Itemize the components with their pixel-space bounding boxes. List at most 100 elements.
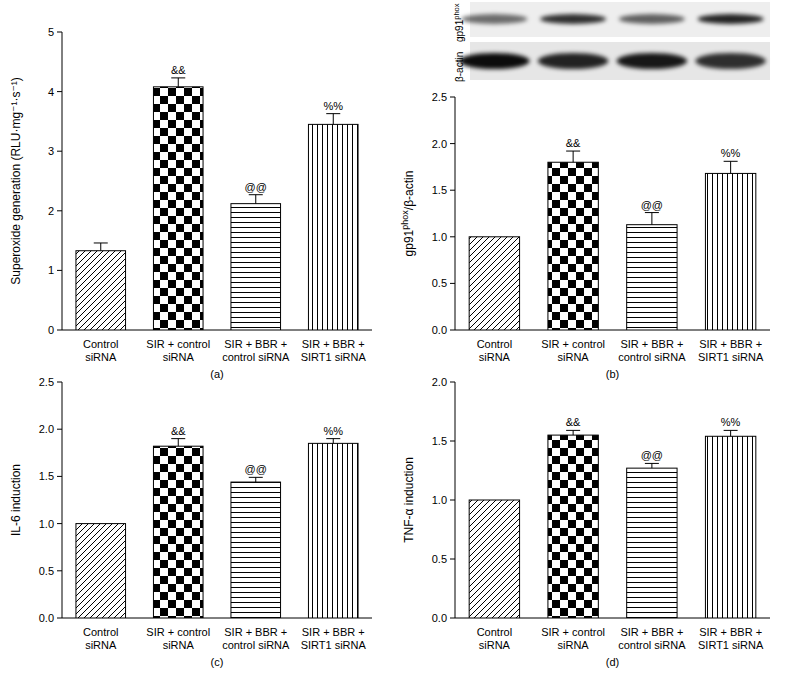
text-part: gp91	[454, 19, 465, 42]
error-stem	[651, 213, 652, 225]
error-bar	[171, 439, 185, 447]
label-line: SIR + control	[146, 338, 210, 350]
bar	[76, 251, 126, 330]
label-line: SIRT1 siRNA	[698, 351, 764, 363]
error-bar	[566, 151, 580, 162]
panel: 012345ControlsiRNA&&SIR + controlsiRNA@@…	[9, 26, 372, 380]
panel: 0.00.51.01.52.02.5ControlsiRNA&&SIR + co…	[9, 376, 372, 668]
error-cap	[171, 77, 185, 78]
y-tick-label: 0	[48, 324, 54, 336]
y-axis	[455, 97, 456, 330]
label-line: SIR + BBR +	[302, 338, 365, 350]
y-tick-label: 2.5	[39, 376, 54, 388]
error-cap	[326, 113, 340, 114]
y-axis-label: Superoxide generation (RLU·mg⁻¹·s⁻¹)	[9, 77, 23, 284]
bar	[76, 524, 126, 618]
y-tick	[450, 441, 455, 442]
x-tick-label: SIR + BBR +SIRT1 siRNA	[698, 338, 764, 363]
x-tick-label: SIR + BBR +SIRT1 siRNA	[301, 338, 367, 363]
bar	[705, 173, 755, 330]
error-cap	[249, 194, 263, 195]
y-tick	[57, 210, 62, 211]
y-tick	[57, 570, 62, 571]
y-tick	[450, 97, 455, 98]
band	[698, 14, 764, 24]
y-tick-label: 2.0	[432, 376, 447, 388]
y-tick	[450, 559, 455, 560]
label-line: SIR + BBR +	[699, 338, 762, 350]
error-cap	[566, 430, 580, 431]
y-axis-label: IL-6 induction	[9, 464, 23, 536]
y-tick-label: 3	[48, 145, 54, 157]
label-line: siRNA	[558, 351, 590, 363]
error-stem	[651, 463, 652, 468]
y-tick	[57, 151, 62, 152]
y-tick-label: 1.0	[432, 231, 447, 243]
band	[695, 53, 766, 69]
significance: %%	[721, 147, 741, 159]
label-line: siRNA	[558, 639, 590, 651]
bar	[548, 162, 598, 330]
bars	[469, 151, 756, 330]
band	[538, 53, 609, 69]
label-line: Control	[477, 338, 512, 350]
label-line: SIR + BBR +	[224, 626, 287, 638]
label-line: siRNA	[163, 351, 195, 363]
x-tick-label: SIR + BBR +SIRT1 siRNA	[301, 626, 367, 651]
significance: &&	[566, 416, 581, 428]
label-line: Control	[83, 626, 118, 638]
error-bar	[724, 161, 738, 173]
error-cap	[645, 212, 659, 213]
y-tick	[450, 143, 455, 144]
label-line: SIRT1 siRNA	[301, 639, 367, 651]
y-tick	[57, 523, 62, 524]
panel-label: (c)	[211, 656, 224, 668]
y-tick-label: 1.0	[39, 518, 54, 530]
y-tick-label: 2	[48, 205, 54, 217]
x-tick-label: SIR + BBR +control siRNA	[222, 626, 290, 651]
label-line: SIRT1 siRNA	[301, 351, 367, 363]
error-bar	[566, 430, 580, 435]
significance: &&	[566, 137, 581, 149]
label-line: SIR + BBR +	[620, 338, 683, 350]
y-tick-label: 5	[48, 26, 54, 38]
bars	[469, 430, 756, 618]
text-part: gp91	[402, 229, 416, 256]
figure: 012345ControlsiRNA&&SIR + controlsiRNA@@…	[0, 0, 789, 697]
x-tick-label: SIR + controlsiRNA	[541, 626, 605, 651]
label-line: control siRNA	[222, 639, 290, 651]
y-tick	[57, 382, 62, 383]
error-bar	[724, 430, 738, 436]
label-line: SIR + BBR +	[302, 626, 365, 638]
y-tick	[450, 236, 455, 237]
band	[540, 14, 606, 24]
bar	[627, 225, 677, 330]
significance: &&	[171, 64, 186, 76]
error-stem	[100, 243, 101, 251]
y-tick	[450, 618, 455, 619]
western-blot: β-actingp91phox	[452, 2, 771, 82]
error-stem	[178, 78, 179, 87]
label-line: SIRT1 siRNA	[698, 639, 764, 651]
band	[619, 14, 685, 24]
bar	[308, 443, 358, 618]
label-line: SIR + control	[541, 338, 605, 350]
error-stem	[333, 439, 334, 444]
error-stem	[178, 439, 179, 447]
bar	[231, 204, 281, 330]
y-tick	[450, 500, 455, 501]
bar	[548, 435, 598, 618]
bar	[153, 87, 203, 330]
error-stem	[730, 161, 731, 173]
x-tick-label: ControlsiRNA	[83, 626, 118, 651]
y-tick	[450, 330, 455, 331]
y-tick	[450, 382, 455, 383]
y-tick-label: 0.5	[432, 553, 447, 565]
error-stem	[255, 195, 256, 204]
y-tick	[57, 91, 62, 92]
y-tick	[57, 476, 62, 477]
superscript: phox	[452, 3, 461, 20]
y-axis	[62, 32, 63, 330]
y-tick	[57, 270, 62, 271]
bar	[469, 500, 519, 618]
